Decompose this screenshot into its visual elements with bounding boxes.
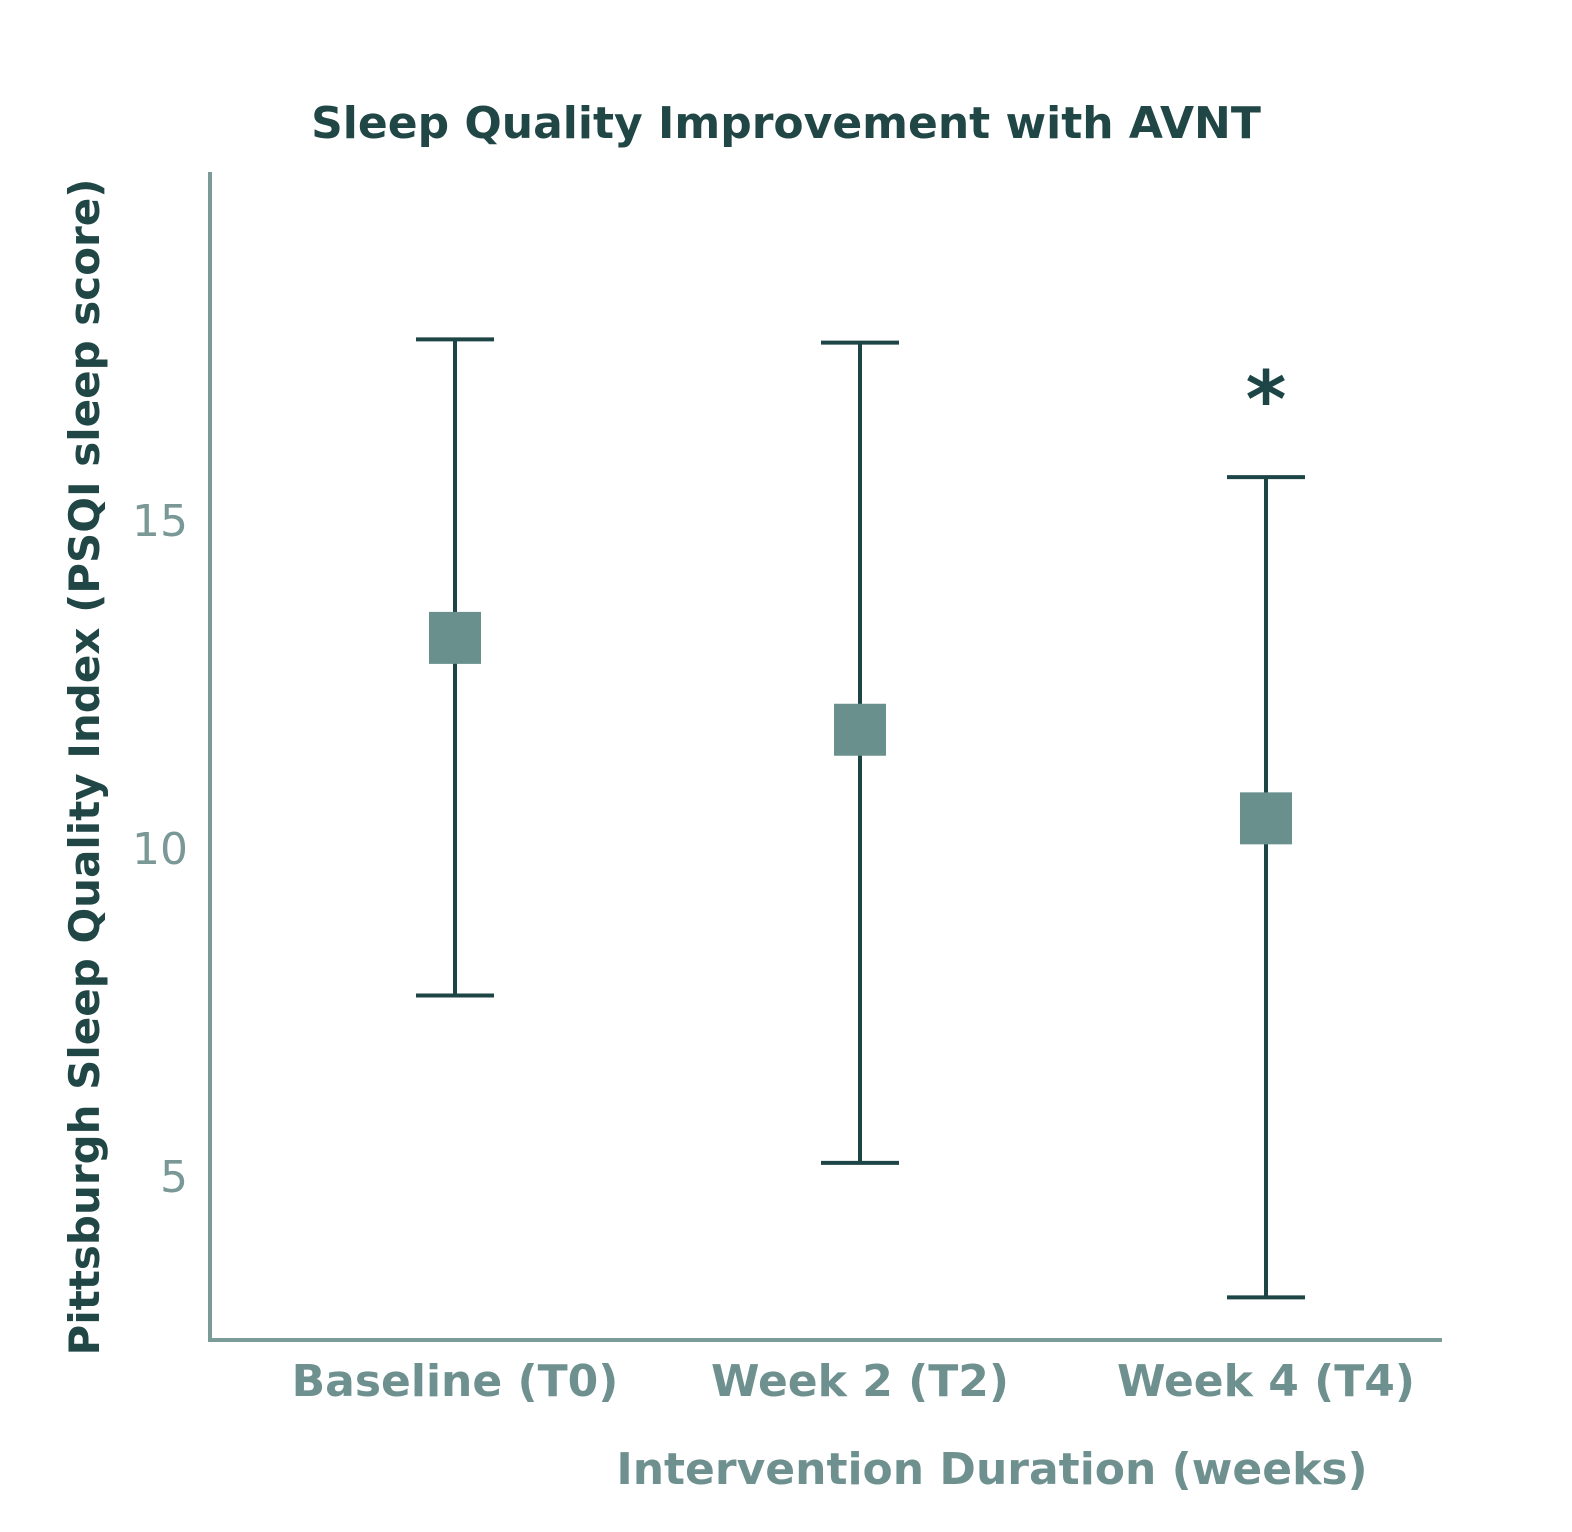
mean-marker-1 [429, 611, 481, 664]
y-axis-label: Pittsburgh Sleep Quality Index (PSQI sle… [60, 179, 109, 1356]
data-point-group-3 [1227, 475, 1305, 1300]
y-tick-label-5: 5 [160, 1152, 188, 1203]
data-point-group-1 [416, 337, 494, 998]
x-tick-label-3: Week 4 (T4) [1117, 1356, 1415, 1407]
x-tick-labels: Baseline (T0) Week 2 (T2) Week 4 (T4) [292, 1356, 1415, 1407]
chart-title: Sleep Quality Improvement with AVNT [311, 98, 1261, 149]
y-tick-label-10: 10 [132, 824, 188, 875]
x-axis-label: Intervention Duration (weeks) [616, 1444, 1367, 1495]
data-marks: * [416, 337, 1305, 1300]
mean-marker-2 [834, 703, 886, 756]
mean-marker-3 [1240, 792, 1292, 845]
x-tick-label-1: Baseline (T0) [292, 1356, 619, 1407]
significance-asterisk: * [1246, 356, 1287, 446]
data-point-group-2 [821, 340, 899, 1165]
y-tick-label-15: 15 [132, 496, 188, 547]
x-tick-label-2: Week 2 (T2) [711, 1356, 1009, 1407]
y-tick-labels: 5 10 15 [132, 496, 188, 1203]
